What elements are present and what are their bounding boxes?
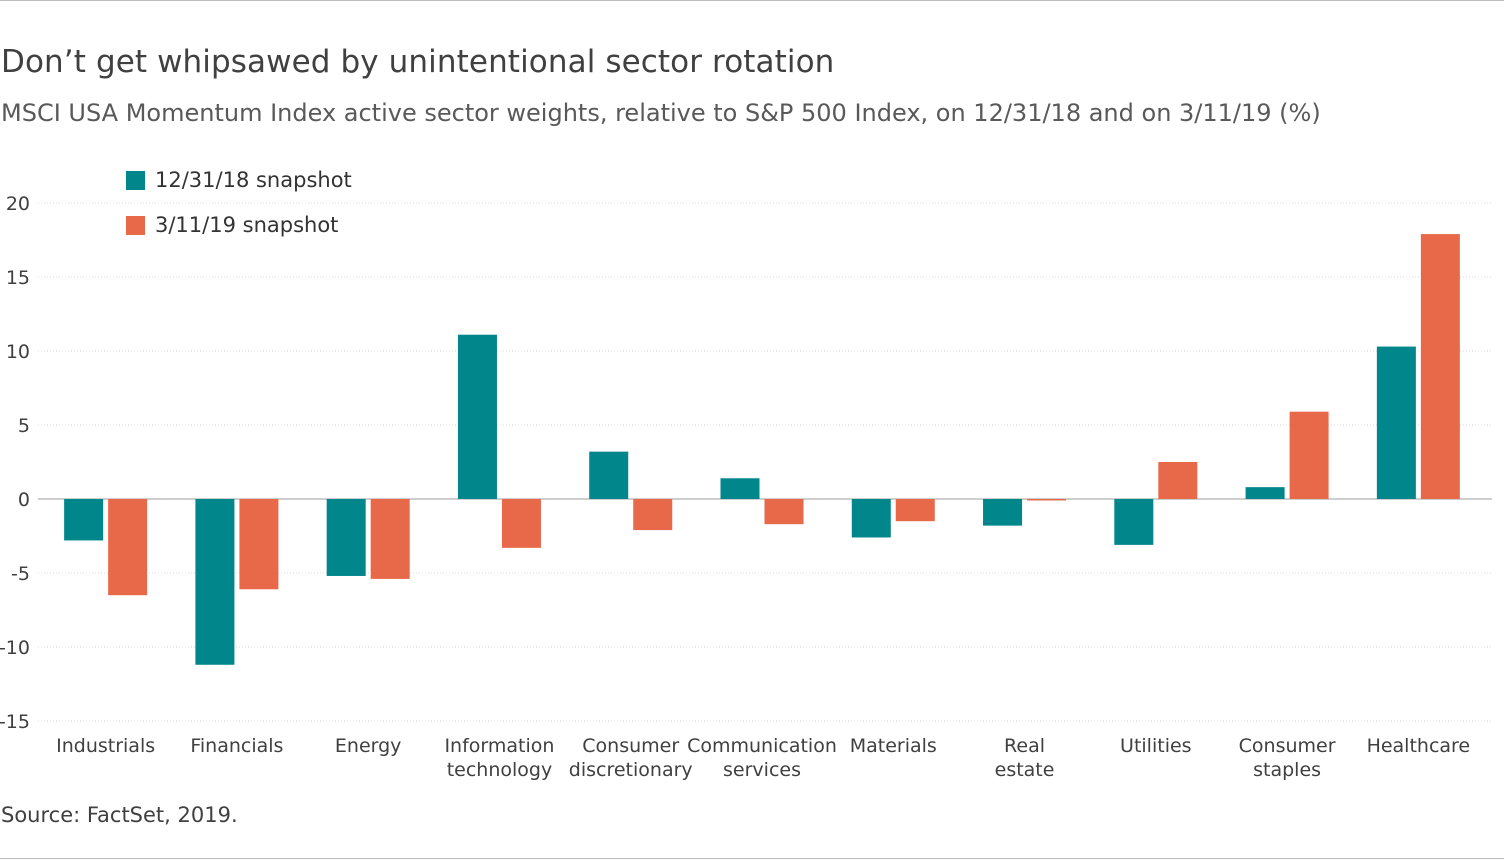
y-tick-label: 5 — [18, 415, 30, 437]
bottom-rule — [0, 858, 1504, 859]
source-note: Source: FactSet, 2019. — [1, 803, 238, 827]
x-category-label: Industrials — [56, 735, 155, 757]
legend-label-2018: 12/31/18 snapshot — [155, 168, 352, 192]
legend-item-2019: 3/11/19 snapshot — [126, 213, 338, 237]
bar-2018 — [64, 499, 104, 541]
legend-swatch-2018 — [126, 170, 145, 190]
bar-2018 — [457, 334, 497, 499]
bar-2018 — [720, 478, 760, 499]
x-category-label: Materials — [850, 735, 937, 757]
top-rule — [0, 0, 1504, 1]
x-category-label: Real estate — [995, 735, 1055, 781]
bar-2019 — [1158, 462, 1198, 499]
y-tick-label: -10 — [0, 637, 30, 659]
x-category-label: Utilities — [1120, 735, 1192, 757]
y-tick-label: -15 — [0, 711, 30, 733]
x-category-label: Energy — [335, 735, 402, 757]
x-category-label: Healthcare — [1367, 735, 1471, 757]
bar-2018 — [1245, 487, 1285, 499]
legend-item-2018: 12/31/18 snapshot — [126, 168, 352, 192]
bar-2019 — [1420, 234, 1460, 499]
bar-2018 — [195, 499, 235, 665]
legend-label-2019: 3/11/19 snapshot — [155, 213, 339, 237]
x-category-label: Information technology — [444, 735, 554, 781]
bar-2018 — [1376, 346, 1416, 499]
y-tick-label: 15 — [6, 267, 30, 289]
y-tick-label: -5 — [11, 563, 30, 585]
bar-2018 — [851, 499, 891, 538]
bar-2019 — [108, 499, 148, 596]
bar-2019 — [633, 499, 673, 531]
bar-2019 — [1027, 499, 1067, 501]
bar-2019 — [764, 499, 804, 525]
x-category-label: Communication services — [687, 735, 837, 781]
bar-2019 — [501, 499, 541, 548]
bar-2019 — [1289, 411, 1329, 499]
x-category-label: Consumer staples — [1239, 735, 1336, 781]
bar-2018 — [983, 499, 1023, 526]
y-tick-label: 10 — [6, 341, 30, 363]
bar-2018 — [1114, 499, 1154, 545]
y-tick-label: 0 — [18, 489, 30, 511]
y-tick-label: 20 — [6, 193, 30, 215]
chart-subtitle: MSCI USA Momentum Index active sector we… — [1, 99, 1321, 127]
bar-2019 — [895, 499, 935, 522]
bar-2019 — [370, 499, 410, 579]
chart-title: Don’t get whipsawed by unintentional sec… — [1, 44, 835, 80]
bar-2019 — [239, 499, 279, 590]
bar-2018 — [326, 499, 366, 576]
legend-swatch-2019 — [126, 215, 145, 235]
x-category-label: Consumer discretionary — [569, 735, 693, 781]
x-category-label: Financials — [190, 735, 283, 757]
bar-2018 — [589, 451, 629, 499]
